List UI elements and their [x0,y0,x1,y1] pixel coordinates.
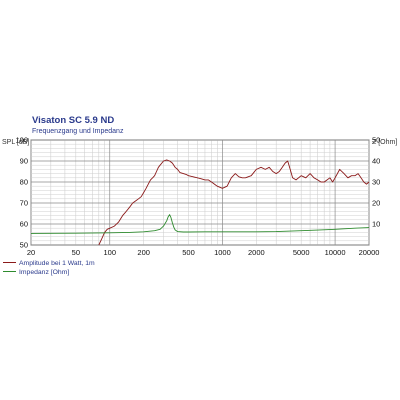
legend: Amplitude bei 1 Watt, 1m Impedanz [Ohm] [3,260,95,276]
x-tick-label: 10000 [325,248,346,257]
y-axis-left-label: SPL [dB] [2,139,29,146]
grid-minor [30,140,370,245]
x-tick-label: 2000 [248,248,265,257]
x-tick-label: 50 [72,248,80,257]
y-tick-label-left: 80 [20,178,28,187]
y-tick-label-right: 50 [372,136,380,145]
y-tick-label-right: 20 [372,199,380,208]
x-tick-label: 200 [137,248,150,257]
y-tick-label-right: 40 [372,157,380,166]
x-tick-label: 20 [27,248,35,257]
y-tick-label-left: 100 [15,136,28,145]
y-tick-label-right: 10 [372,220,380,229]
x-tick-label: 500 [182,248,195,257]
legend-label: Impedanz [Ohm] [19,269,69,276]
y-axis-right-label: Z [Ohm] [372,139,397,146]
series-amplitude-line [98,159,370,246]
y-tick-label-left: 90 [20,157,28,166]
plot-area [30,139,370,246]
x-tick-label: 5000 [293,248,310,257]
y-tick-label-left: 60 [20,220,28,229]
y-tick-label-left: 50 [20,241,28,250]
x-tick-label: 1000 [214,248,231,257]
series-layer [30,159,370,246]
y-tick-label-right: 30 [372,178,380,187]
x-tick-label: 100 [103,248,116,257]
x-tick-label: 20000 [359,248,380,257]
legend-label: Amplitude bei 1 Watt, 1m [19,260,95,267]
chart-subtitle: Frequenzgang und Impedanz [32,128,124,135]
chart-title: Visaton SC 5.9 ND [32,115,114,126]
y-tick-label-left: 70 [20,199,28,208]
series-impedance-line [30,214,370,234]
grid-major [31,139,369,246]
tick-labels: 20 50 100 200 500 1000 2000 5000 10000 2000050607… [15,136,380,257]
